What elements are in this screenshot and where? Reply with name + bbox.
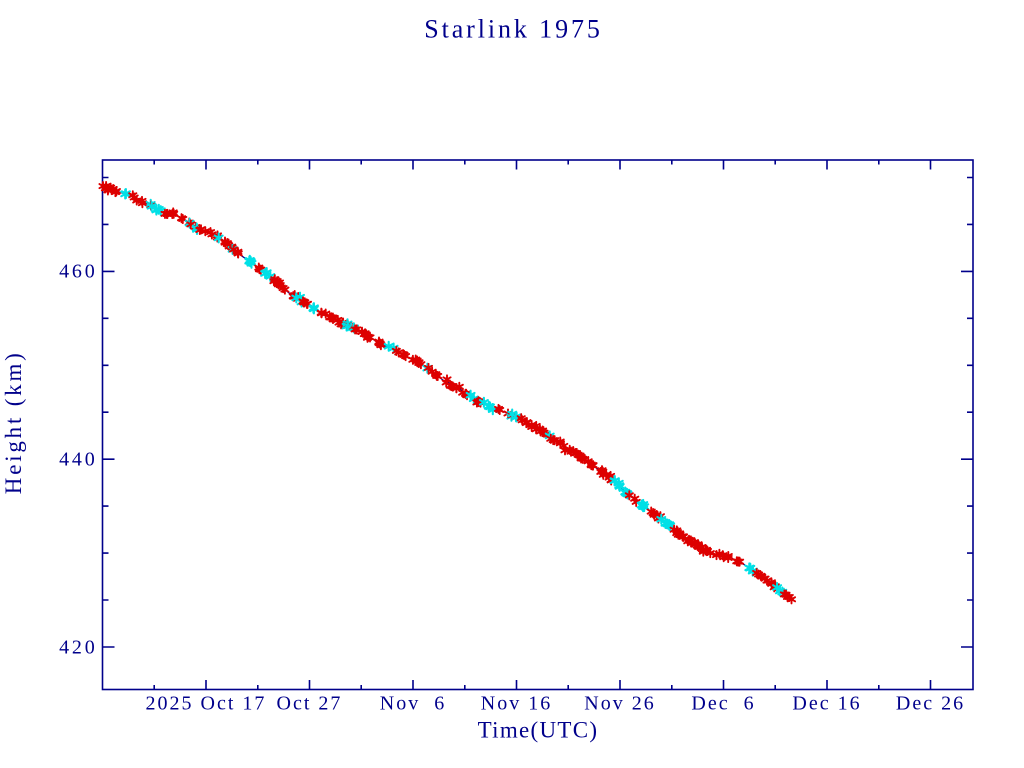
svg-text:440: 440 bbox=[59, 449, 97, 471]
svg-text:Dec 6: Dec 6 bbox=[691, 693, 755, 715]
svg-text:Time(UTC): Time(UTC) bbox=[478, 718, 599, 743]
svg-text:420: 420 bbox=[59, 636, 97, 658]
svg-text:Oct 27: Oct 27 bbox=[277, 693, 343, 715]
svg-text:2025 Oct 17: 2025 Oct 17 bbox=[146, 693, 267, 715]
svg-text:Nov 16: Nov 16 bbox=[481, 693, 552, 715]
svg-text:Nov 6: Nov 6 bbox=[380, 693, 446, 715]
svg-text:460: 460 bbox=[59, 261, 97, 283]
svg-text:Height (km): Height (km) bbox=[1, 350, 26, 494]
svg-text:Dec 26: Dec 26 bbox=[896, 693, 965, 715]
svg-text:Dec 16: Dec 16 bbox=[792, 693, 861, 715]
svg-text:Starlink 1975: Starlink 1975 bbox=[424, 15, 603, 44]
svg-text:Nov 26: Nov 26 bbox=[584, 693, 655, 715]
